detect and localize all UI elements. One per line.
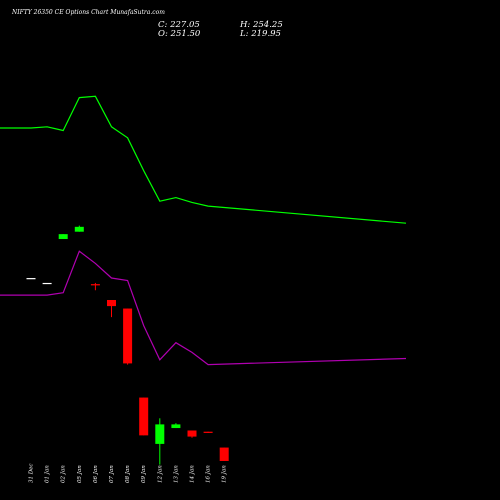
candle-body bbox=[171, 424, 181, 429]
x-tick-label: 08 Jan bbox=[125, 465, 131, 483]
candle-2 bbox=[58, 234, 68, 240]
candle-12 bbox=[219, 447, 229, 461]
candle-6 bbox=[123, 308, 133, 365]
low-label: L: bbox=[240, 29, 249, 39]
candle-11 bbox=[203, 431, 213, 433]
x-axis-labels: 31 Dec 01 Jan 02 Jan 05 Jan 06 Jan 07 Jan 08 J… bbox=[29, 464, 228, 484]
chart-title: NIFTY 26350 CE Options Chart MunafaSutra… bbox=[12, 9, 165, 16]
candle-body bbox=[139, 397, 149, 436]
close-label: C: bbox=[158, 20, 168, 30]
x-tick-label: 07 Jan bbox=[109, 465, 115, 483]
x-tick-label: 16 Jan bbox=[206, 465, 212, 483]
candle-body bbox=[203, 431, 213, 433]
low-readout: L: 219.95 bbox=[240, 29, 281, 39]
candle-body bbox=[26, 278, 36, 280]
band-lines bbox=[0, 95, 407, 366]
x-tick-label: 12 Jan bbox=[157, 465, 163, 483]
candle-body bbox=[155, 424, 165, 444]
upper-band-line bbox=[0, 95, 407, 224]
candle-body bbox=[123, 308, 133, 364]
candle-1 bbox=[42, 282, 52, 285]
candle-9 bbox=[171, 423, 181, 429]
x-tick-label: 02 Jan bbox=[61, 465, 67, 483]
x-tick-label: 19 Jan bbox=[222, 465, 228, 483]
open-readout: O: 251.50 bbox=[158, 29, 200, 39]
candle-7 bbox=[139, 397, 149, 436]
candles bbox=[26, 225, 229, 465]
candle-body bbox=[107, 300, 116, 307]
x-tick-label: 31 Dec bbox=[29, 464, 35, 484]
candle-4 bbox=[90, 282, 100, 291]
x-tick-label: 01 Jan bbox=[45, 465, 51, 483]
x-tick-label: 14 Jan bbox=[190, 465, 196, 483]
candle-5 bbox=[107, 300, 116, 318]
candle-3 bbox=[74, 225, 84, 232]
high-value: 254.25 bbox=[252, 20, 283, 30]
candle-0 bbox=[26, 278, 36, 280]
lower-band-line bbox=[0, 250, 407, 366]
candle-8 bbox=[155, 418, 165, 465]
x-tick-label: 09 Jan bbox=[141, 465, 147, 483]
x-tick-label: 13 Jan bbox=[173, 465, 179, 483]
high-label: H: bbox=[240, 20, 251, 30]
candle-body bbox=[219, 447, 229, 461]
high-readout: H: 254.25 bbox=[240, 20, 283, 30]
open-label: O: bbox=[158, 29, 168, 39]
close-value: 227.05 bbox=[170, 20, 200, 30]
candle-body bbox=[74, 226, 84, 232]
candle-body bbox=[58, 234, 68, 240]
low-value: 219.95 bbox=[251, 29, 281, 39]
candle-10 bbox=[187, 430, 197, 438]
x-tick-label: 06 Jan bbox=[93, 465, 99, 483]
candle-body bbox=[42, 282, 52, 285]
x-tick-label: 05 Jan bbox=[77, 465, 83, 483]
candle-body bbox=[187, 430, 197, 437]
open-value: 251.50 bbox=[170, 29, 201, 39]
close-readout: C: 227.05 bbox=[158, 20, 200, 30]
candle-body bbox=[90, 284, 100, 286]
